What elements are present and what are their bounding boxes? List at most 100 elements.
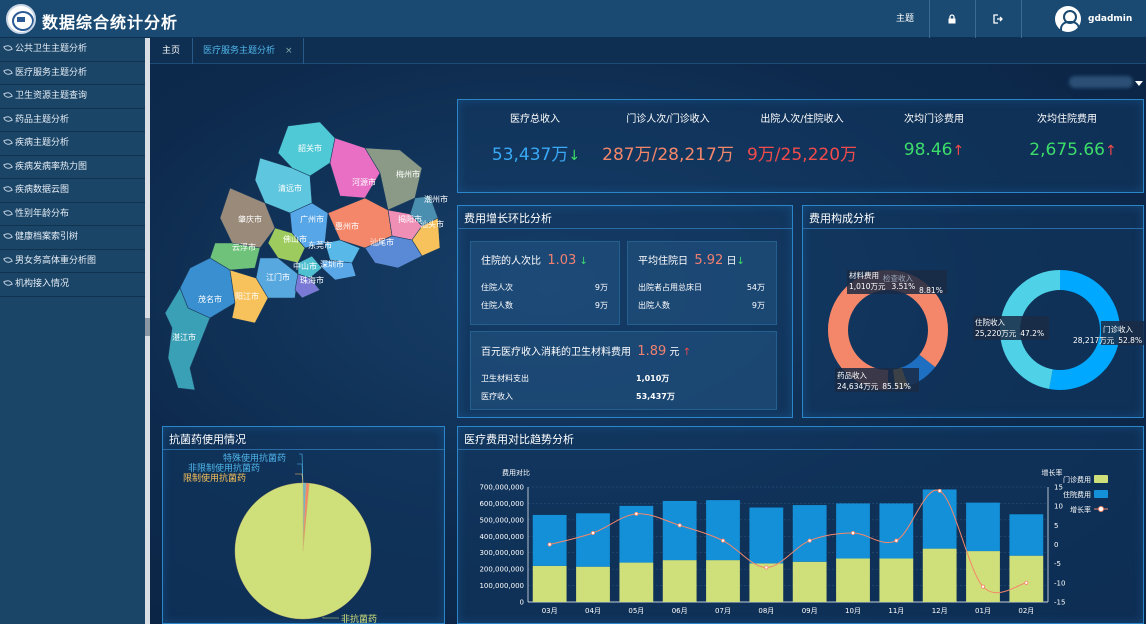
panel-divider — [458, 449, 1143, 450]
chevron-down-icon[interactable] — [1135, 81, 1143, 86]
close-icon[interactable]: × — [285, 46, 293, 56]
map-city-label: 湛江市 — [172, 332, 196, 342]
sidebar-item[interactable]: 卫生资源主题查询 — [0, 85, 145, 109]
tab-home[interactable]: 主页 — [162, 46, 181, 56]
panel-divider — [163, 449, 444, 450]
x-tick-label: 05月 — [628, 607, 644, 615]
stat-box — [470, 331, 777, 410]
growth-point — [981, 584, 986, 589]
map-city-label: 河源市 — [352, 177, 376, 187]
sidebar-item-label: 机构接入情况 — [15, 279, 70, 289]
arrow-down-icon: ↓ — [579, 256, 588, 267]
y-tick-label: 400,000,000 — [479, 533, 524, 541]
map-city-label: 惠州市 — [335, 221, 359, 231]
y-tick-label: 200,000,000 — [479, 566, 524, 574]
arrow-down-icon: ↓ — [568, 148, 581, 164]
stat-box — [627, 241, 777, 325]
donut-label: 检查收入 — [883, 273, 913, 283]
map-city-label: 阳江市 — [235, 291, 259, 301]
growth-point — [764, 565, 769, 570]
bar-outpatient — [749, 563, 784, 602]
growth-point — [720, 538, 725, 543]
tab-medical-service[interactable]: 医疗服务主题分析 × — [192, 38, 304, 64]
donut-left — [828, 270, 948, 390]
sidebar-item-label: 疾病主题分析 — [15, 138, 70, 148]
leaf-icon — [3, 231, 13, 241]
stat-row-label: 出院人数 — [638, 301, 670, 310]
pie-slice — [234, 482, 372, 620]
map-region — [164, 287, 211, 391]
growth-point — [894, 538, 899, 543]
sidebar-item[interactable]: 疾病发病率热力图 — [0, 156, 145, 179]
donut-label: 材料费用 — [849, 270, 879, 280]
kpi-value: 98.46↑ — [903, 140, 965, 160]
map-city-label: 广州市 — [300, 214, 324, 224]
map-city-label: 东莞市 — [308, 240, 332, 250]
bar-outpatient — [706, 560, 740, 602]
sidebar-collapse-handle[interactable] — [145, 318, 150, 336]
map-city-label: 江门市 — [266, 272, 290, 282]
stat-title: 百元医疗收入消耗的卫生材料费用 1.89 元 ↑ — [481, 344, 692, 359]
y2-tick-label: 0 — [1054, 541, 1058, 549]
growth-point — [807, 538, 812, 543]
y-tick-label: 0 — [520, 599, 524, 607]
panel-title: 费用构成分析 — [809, 212, 875, 225]
date-select[interactable] — [1069, 76, 1133, 88]
sidebar-item[interactable]: 医疗服务主题分析 — [0, 62, 145, 85]
kpi-value: 53,437万↓ — [491, 145, 581, 165]
x-tick-label: 04月 — [585, 607, 601, 615]
map-city-label: 汕尾市 — [370, 237, 394, 247]
theme-button[interactable]: 主题 — [895, 14, 914, 24]
user-avatar[interactable] — [1055, 6, 1081, 32]
bar-outpatient — [619, 562, 654, 602]
arrow-up-icon: ↑ — [682, 347, 692, 358]
bar-outpatient — [662, 560, 697, 602]
sidebar-item[interactable]: 疾病数据云图 — [0, 179, 145, 203]
x-tick-label: 07月 — [715, 607, 731, 615]
sidebar-item[interactable]: 男女务高体重分析图 — [0, 250, 145, 273]
y-tick-label: 300,000,000 — [479, 549, 524, 557]
donut-label: 28,217万元 52.8% — [1073, 336, 1142, 345]
lock-icon — [948, 14, 956, 24]
sidebar-item[interactable]: 健康档案索引树 — [0, 226, 145, 250]
stat-box — [470, 241, 620, 325]
app-title: 数据综合统计分析 — [42, 13, 179, 32]
bar-outpatient — [836, 558, 870, 602]
kpi-label: 次均住院费用 — [1037, 114, 1097, 125]
lock-button[interactable] — [930, 0, 974, 38]
sidebar-item[interactable]: 机构接入情况 — [0, 273, 145, 297]
app-header: 数据综合统计分析 主题 gdadmin — [0, 0, 1146, 38]
app-logo — [6, 4, 36, 34]
sidebar-item[interactable]: 疾病主题分析 — [0, 132, 145, 156]
bar-inpatient — [532, 514, 567, 566]
legend-label: 增长率 — [1070, 505, 1091, 514]
logout-button[interactable] — [976, 0, 1020, 38]
stat-row-label: 住院人数 — [481, 301, 513, 310]
leaf-icon — [3, 43, 13, 53]
map-region — [329, 137, 381, 199]
y2-tick-label: 10 — [1054, 503, 1063, 511]
growth-point — [634, 511, 639, 516]
bar-outpatient — [966, 551, 1000, 602]
map-regions — [164, 121, 441, 391]
pie-leader-line — [295, 473, 304, 486]
stat-row-value: 1,010万 — [636, 374, 670, 383]
sidebar-item[interactable]: 性别年龄分布 — [0, 203, 145, 226]
sidebar-item-label: 男女务高体重分析图 — [15, 255, 97, 266]
x-tick-label: 12月 — [932, 607, 948, 615]
stat-row-value: 53,437万 — [636, 392, 675, 401]
y2-tick-label: -5 — [1054, 560, 1061, 568]
pie-label: 限制使用抗菌药 — [183, 472, 246, 484]
sidebar-item[interactable]: 公共卫生主题分析 — [0, 38, 145, 62]
logout-icon — [993, 14, 1003, 24]
growth-point — [590, 531, 595, 536]
stat-row-label: 卫生材料支出 — [481, 374, 529, 383]
username[interactable]: gdadmin — [1088, 14, 1133, 24]
sidebar-item[interactable]: 药品主题分析 — [0, 109, 145, 132]
map-region — [277, 121, 336, 177]
bar-outpatient — [576, 566, 610, 602]
legend-swatch — [1094, 475, 1108, 483]
growth-point — [677, 523, 682, 528]
arrow-down-icon: ↓ — [736, 256, 745, 267]
bar-inpatient — [706, 500, 740, 561]
